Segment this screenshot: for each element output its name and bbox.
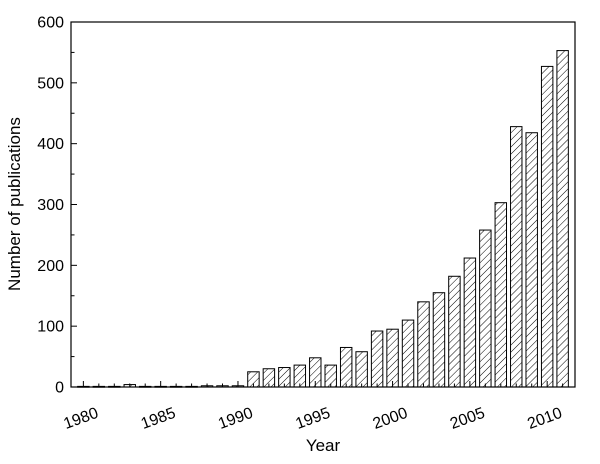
bar-1997: [339, 346, 353, 388]
bar-2006: [479, 229, 492, 388]
x-tick-label: 1995: [293, 405, 332, 433]
bar-2010: [540, 65, 554, 388]
bar-1999: [370, 330, 384, 388]
y-tick-label: 400: [37, 136, 64, 153]
ticks-layer: [71, 21, 564, 388]
x-tick-label: 1990: [216, 405, 255, 433]
x-tick-label: 2010: [525, 405, 564, 433]
bar-2005: [463, 257, 477, 388]
bar-2004: [448, 275, 461, 388]
bar-2000: [386, 328, 399, 388]
x-tick-label: 1980: [61, 405, 100, 433]
bar-2011: [556, 50, 569, 388]
x-tick-label: 2000: [371, 405, 410, 433]
bar-2007: [494, 202, 508, 388]
y-tick-label: 0: [55, 380, 64, 397]
x-axis-title: Year: [306, 436, 341, 455]
x-tick-label: 1985: [139, 405, 178, 433]
bar-2009: [525, 132, 538, 388]
bar-2001: [401, 319, 415, 388]
bar-2008: [510, 126, 523, 388]
y-tick-label: 500: [37, 75, 64, 92]
bar-2002: [417, 301, 430, 388]
y-tick-label: 200: [37, 258, 64, 275]
bar-2003: [432, 292, 446, 388]
y-tick-label: 600: [37, 15, 64, 32]
bars-layer: [77, 50, 569, 388]
y-axis-title: Number of publications: [5, 117, 24, 291]
y-tick-label: 100: [37, 319, 64, 336]
x-tick-label: 2005: [448, 405, 487, 433]
y-tick-label: 300: [37, 197, 64, 214]
bar-1998: [355, 351, 368, 388]
